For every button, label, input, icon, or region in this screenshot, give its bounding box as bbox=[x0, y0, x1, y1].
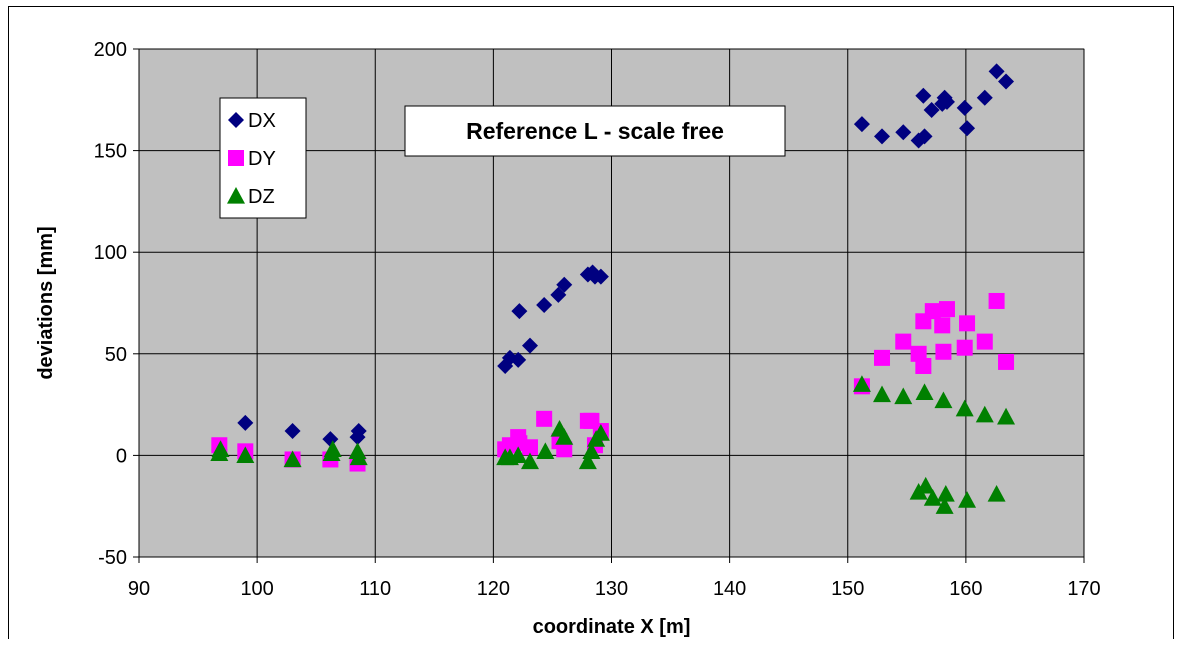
point-dz bbox=[509, 446, 528, 464]
point-dy bbox=[924, 303, 941, 320]
point-dy bbox=[915, 357, 932, 374]
point-dz bbox=[323, 440, 342, 457]
point-dz bbox=[936, 485, 955, 502]
point-dx bbox=[592, 268, 609, 285]
point-dx bbox=[350, 423, 367, 440]
point-dz bbox=[873, 385, 892, 403]
tick-labels: 90 100 110 120 130 140 150 160 170 -50 0 50 100 150 20… bbox=[94, 39, 1101, 600]
point-dx bbox=[976, 89, 993, 106]
y-tick-label: -50 bbox=[98, 547, 127, 569]
data-points bbox=[210, 63, 1016, 514]
x-tick-label: 160 bbox=[949, 578, 982, 600]
point-dy bbox=[959, 315, 976, 332]
legend-label-dz: DZ bbox=[248, 186, 275, 208]
x-tick-label: 90 bbox=[128, 578, 150, 600]
point-dz bbox=[211, 440, 230, 457]
y-tick-label: 50 bbox=[105, 344, 127, 366]
annotation-label: Reference L - scale free bbox=[466, 118, 724, 144]
point-dx bbox=[237, 414, 254, 431]
point-dz bbox=[582, 442, 601, 459]
point-dz bbox=[555, 428, 574, 445]
point-dx bbox=[874, 128, 891, 145]
point-dy bbox=[521, 439, 538, 456]
y-tick-label: 200 bbox=[94, 39, 127, 61]
point-dz bbox=[958, 491, 977, 508]
point-dz bbox=[975, 405, 994, 423]
legend: DX DY DZ bbox=[219, 97, 307, 219]
y-tick-label: 0 bbox=[116, 445, 127, 467]
point-dz bbox=[934, 391, 953, 409]
point-dz bbox=[916, 476, 935, 494]
point-dz bbox=[591, 424, 610, 441]
annotation-box: Reference L - scale free bbox=[404, 105, 786, 157]
point-dy bbox=[910, 345, 927, 362]
point-dx bbox=[923, 101, 940, 118]
point-dz bbox=[536, 442, 555, 459]
point-dy bbox=[934, 317, 951, 334]
point-dx bbox=[322, 431, 339, 448]
y-tick-label: 100 bbox=[94, 242, 127, 264]
legend-label-dy: DY bbox=[248, 148, 276, 170]
point-dx bbox=[895, 124, 912, 141]
point-dx bbox=[959, 120, 976, 137]
point-dy bbox=[938, 301, 955, 318]
point-dy bbox=[956, 339, 973, 356]
point-dx bbox=[536, 297, 553, 314]
point-dy bbox=[976, 333, 993, 350]
x-axis-title: coordinate X [m] bbox=[533, 616, 691, 638]
point-dx bbox=[284, 423, 301, 440]
x-tick-label: 170 bbox=[1067, 578, 1100, 600]
point-dz bbox=[987, 485, 1006, 502]
point-dz bbox=[578, 452, 597, 470]
x-tick-label: 110 bbox=[359, 578, 391, 600]
point-dz bbox=[955, 399, 974, 417]
point-dx bbox=[988, 63, 1005, 80]
point-dz bbox=[283, 450, 302, 468]
point-dy bbox=[895, 333, 912, 350]
point-dx bbox=[938, 93, 955, 110]
legend-label-dx: DX bbox=[248, 110, 276, 132]
legend-marker-dz bbox=[227, 187, 245, 204]
point-dy bbox=[998, 353, 1015, 370]
point-dz bbox=[349, 448, 368, 466]
point-dx bbox=[550, 286, 567, 303]
point-dy bbox=[935, 343, 952, 360]
point-dz bbox=[852, 375, 871, 392]
point-dx bbox=[998, 73, 1015, 90]
point-dz bbox=[997, 407, 1016, 425]
x-tick-label: 130 bbox=[595, 578, 628, 600]
point-dy bbox=[556, 441, 573, 458]
point-dx bbox=[915, 87, 932, 104]
x-tick-label: 120 bbox=[477, 578, 510, 600]
y-axis-title: deviations [mm] bbox=[35, 226, 57, 379]
point-dy bbox=[874, 349, 891, 366]
point-dx bbox=[853, 116, 870, 133]
point-dx bbox=[521, 337, 538, 354]
point-dx bbox=[956, 99, 973, 116]
point-dy bbox=[536, 410, 553, 427]
legend-marker-dy bbox=[228, 150, 244, 166]
x-tick-label: 150 bbox=[831, 578, 864, 600]
legend-marker-dx bbox=[228, 112, 244, 128]
point-dz bbox=[915, 383, 934, 401]
y-tick-label: 150 bbox=[94, 141, 127, 163]
point-dz bbox=[894, 387, 913, 405]
point-dz bbox=[236, 446, 255, 464]
point-dy bbox=[988, 292, 1005, 309]
point-dx bbox=[511, 303, 528, 320]
point-dx bbox=[510, 351, 527, 368]
x-tick-label: 140 bbox=[713, 578, 746, 600]
x-tick-label: 100 bbox=[240, 578, 273, 600]
point-dz bbox=[935, 497, 954, 514]
point-dx bbox=[556, 276, 573, 293]
point-dx bbox=[916, 128, 933, 145]
point-dz bbox=[520, 452, 539, 470]
